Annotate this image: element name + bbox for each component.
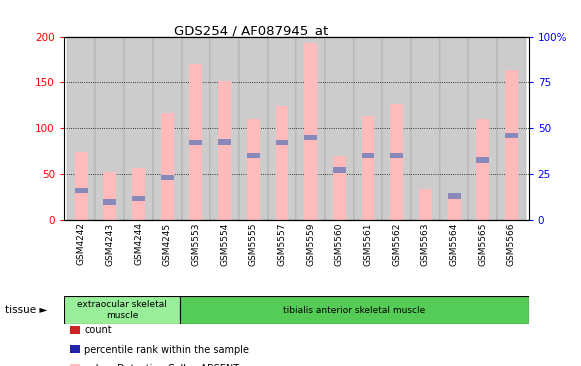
Bar xyxy=(124,37,153,220)
Bar xyxy=(304,134,317,140)
Bar xyxy=(390,104,403,220)
Bar xyxy=(75,187,88,193)
Text: value, Detection Call = ABSENT: value, Detection Call = ABSENT xyxy=(84,363,239,366)
Bar xyxy=(440,37,468,220)
Bar xyxy=(181,37,210,220)
Bar xyxy=(180,296,529,324)
Bar xyxy=(103,199,116,205)
Text: tissue ►: tissue ► xyxy=(5,305,47,315)
Bar xyxy=(419,190,432,220)
Bar xyxy=(411,37,440,220)
Bar xyxy=(304,43,317,220)
Bar xyxy=(189,140,202,145)
Text: percentile rank within the sample: percentile rank within the sample xyxy=(84,344,249,355)
Bar xyxy=(505,132,518,138)
Bar xyxy=(153,37,181,220)
Bar xyxy=(103,172,116,220)
Bar xyxy=(325,37,354,220)
Bar xyxy=(361,153,375,158)
Bar xyxy=(247,119,260,220)
Bar xyxy=(361,116,375,220)
Bar xyxy=(218,81,231,220)
Bar xyxy=(64,296,180,324)
Bar xyxy=(275,140,288,145)
Bar xyxy=(189,64,202,220)
Bar xyxy=(505,70,518,220)
Bar xyxy=(382,37,411,220)
Bar xyxy=(67,37,95,220)
Bar xyxy=(275,106,288,220)
Bar xyxy=(476,157,489,163)
Bar xyxy=(95,37,124,220)
Bar xyxy=(333,168,346,173)
Bar xyxy=(296,37,325,220)
Bar xyxy=(354,37,382,220)
Bar xyxy=(132,196,145,201)
Bar xyxy=(247,153,260,158)
Bar xyxy=(497,37,526,220)
Bar xyxy=(218,139,231,145)
Bar xyxy=(447,193,461,198)
Text: tibialis anterior skeletal muscle: tibialis anterior skeletal muscle xyxy=(284,306,425,315)
Bar xyxy=(468,37,497,220)
Bar xyxy=(268,37,296,220)
Text: GDS254 / AF087945_at: GDS254 / AF087945_at xyxy=(174,24,328,37)
Bar xyxy=(75,152,88,220)
Bar xyxy=(132,168,145,220)
Bar xyxy=(476,119,489,220)
Bar xyxy=(333,156,346,220)
Bar xyxy=(161,175,174,180)
Bar xyxy=(161,112,174,220)
Bar xyxy=(390,153,403,158)
Text: count: count xyxy=(84,325,112,336)
Bar xyxy=(239,37,268,220)
Text: extraocular skeletal
muscle: extraocular skeletal muscle xyxy=(77,300,167,320)
Bar xyxy=(447,196,461,220)
Bar xyxy=(210,37,239,220)
